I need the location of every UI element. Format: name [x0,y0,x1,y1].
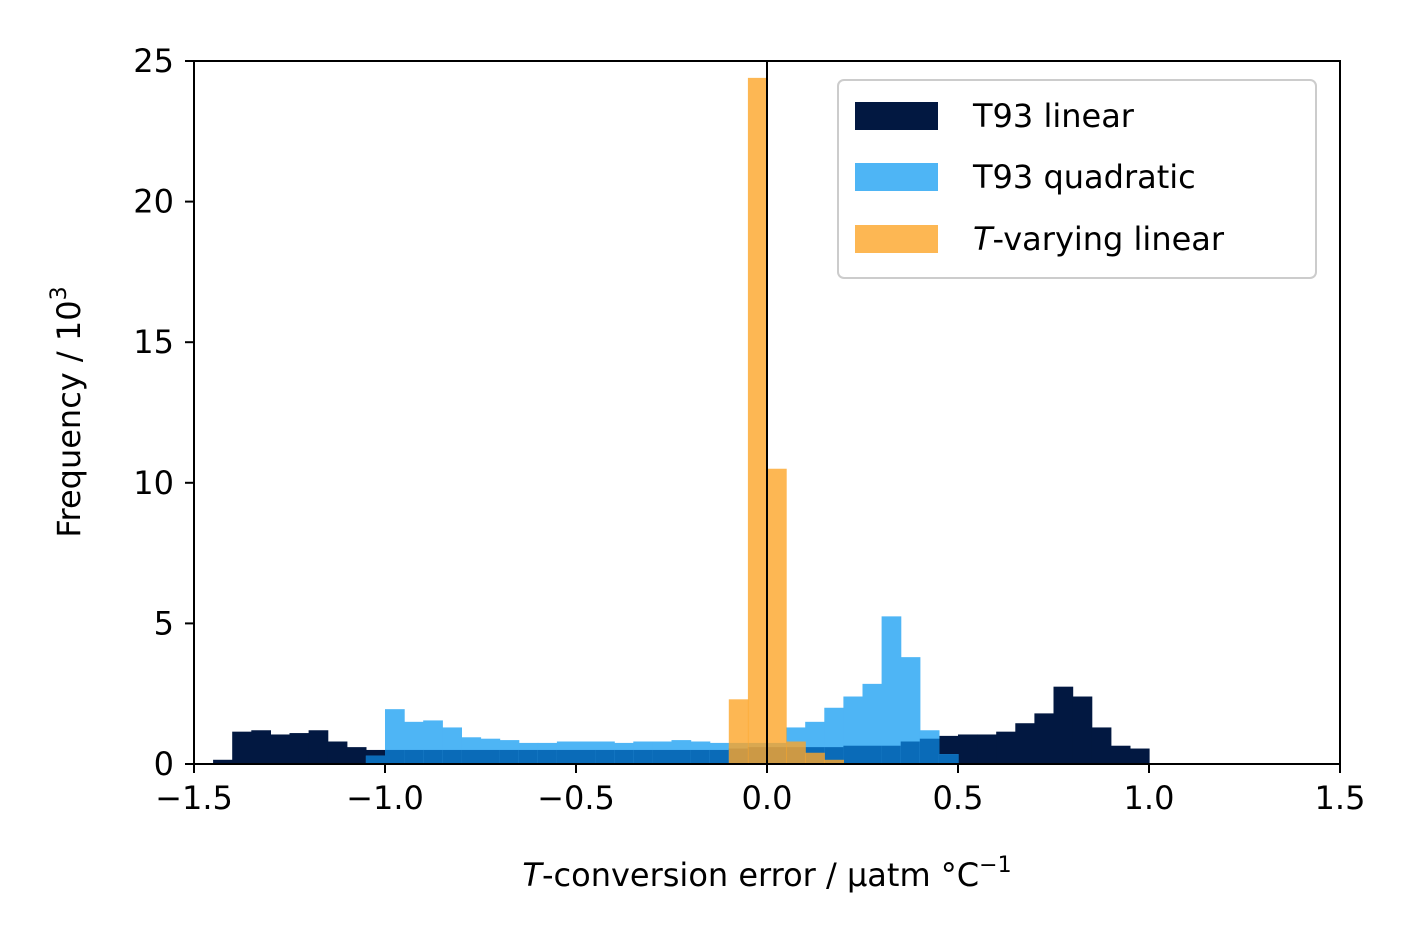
bar-overlap [595,749,615,764]
bar-t-varying-linear [786,741,806,764]
bars-layer [213,77,1150,764]
bar-t93-linear [958,734,978,764]
bar-overlap [556,749,577,764]
y-tick-label: 5 [154,604,174,642]
bar-overlap [919,738,940,764]
bar-overlap [881,745,902,764]
bar-t93-linear [1110,745,1131,764]
bar-t93-linear [251,730,271,764]
x-tick-label: −1.0 [346,779,424,817]
bar-overlap [633,749,653,764]
y-axis-title-superscript: 3 [47,286,72,300]
bar-t93-quadratic [881,616,902,764]
y-tick-label: 25 [133,42,174,80]
bar-overlap [709,749,730,764]
bar-overlap [404,749,424,764]
bar-overlap [843,745,864,764]
bar-t93-linear [270,734,291,764]
x-tick-label: 0.5 [933,779,984,817]
bar-overlap [690,749,711,764]
x-axis-title: T-conversion error / µatm °C−1 [522,853,1011,894]
bar-overlap [499,749,520,764]
x-axis-title-text: -conversion error / µatm °C [542,856,979,894]
bar-t-varying-linear [824,759,844,764]
legend-swatch [855,225,938,253]
bar-t93-linear [308,730,329,764]
y-axis-ticks: 0 5 10 15 20 25 [133,42,194,783]
bar-overlap [576,749,596,764]
bar-t93-linear [1034,713,1055,764]
x-axis-title-italic: T [522,856,544,894]
bar-t93-linear [1072,696,1093,764]
bar-overlap [461,749,482,764]
bar-overlap [900,741,921,764]
x-tick-label: −1.5 [155,779,233,817]
legend-swatch [855,102,938,130]
y-axis-title-text: Frequency / 10 [50,300,88,537]
bar-t93-linear [1015,723,1035,764]
x-axis-title-superscript: −1 [979,853,1011,878]
legend-label: T93 quadratic [972,158,1196,196]
legend-frame [837,79,1317,279]
legend: T93 linear T93 quadratic T-varying linear [837,79,1317,279]
bar-t93-linear [996,731,1016,764]
bar-t-varying-linear [747,77,768,764]
bar-t93-quadratic [862,683,883,764]
bar-t93-linear [346,747,367,764]
bar-overlap [537,749,558,764]
bar-overlap [423,749,443,764]
bar-t93-linear [289,733,310,764]
y-tick-label: 0 [154,745,174,783]
bar-overlap [938,754,959,764]
legend-swatch [855,163,938,191]
bar-overlap [480,749,501,764]
x-tick-label: −0.5 [537,779,615,817]
bar-t93-linear [1129,748,1150,764]
bar-t93-linear [232,731,252,764]
bar-t-varying-linear [767,468,787,764]
y-tick-label: 15 [133,323,174,361]
bar-overlap [862,745,883,764]
legend-label: T-varying linear [973,220,1225,258]
bar-t93-linear [1091,727,1112,764]
bar-t93-quadratic [900,657,921,764]
bar-overlap [365,755,386,764]
bar-t93-linear [327,741,348,764]
bar-overlap [652,749,673,764]
bar-t-varying-linear [728,699,749,764]
x-tick-label: 1.0 [1124,779,1175,817]
bar-t-varying-linear [805,752,825,764]
legend-label: T93 linear [972,97,1135,135]
bar-t93-linear [1053,686,1074,764]
bar-overlap [614,749,634,764]
bar-overlap [385,749,405,764]
y-tick-label: 20 [133,183,174,221]
y-tick-label: 10 [133,464,174,502]
x-tick-label: 0.0 [742,779,793,817]
bar-overlap [671,749,692,764]
x-tick-label: 1.5 [1315,779,1366,817]
bar-overlap [518,749,539,764]
bar-t93-linear [977,734,997,764]
bar-t93-linear [213,759,233,764]
y-axis-title: Frequency / 103 [47,286,88,537]
x-axis-ticks: −1.5 −1.0 −0.5 0.0 0.5 1.0 1.5 [155,764,1365,817]
bar-overlap [442,749,462,764]
